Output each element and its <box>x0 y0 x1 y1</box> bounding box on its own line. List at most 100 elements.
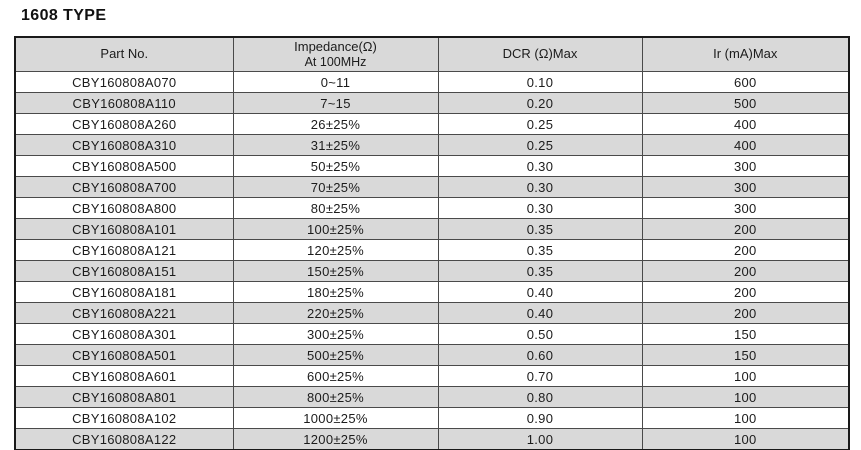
cell-impedance: 300±25% <box>232 323 439 345</box>
cell-ir: 100 <box>641 407 850 429</box>
cell-part-no: CBY160808A260 <box>14 113 234 135</box>
cell-part-no: CBY160808A801 <box>14 386 234 408</box>
cell-ir: 400 <box>641 134 850 156</box>
cell-dcr: 0.35 <box>437 239 643 261</box>
cell-dcr: 0.35 <box>437 218 643 240</box>
cell-dcr: 0.30 <box>437 176 643 198</box>
cell-part-no: CBY160808A500 <box>14 155 234 177</box>
column-header-line1: Impedance(Ω) <box>294 38 377 54</box>
cell-part-no: CBY160808A800 <box>14 197 234 219</box>
spec-table: Part No. Impedance(Ω) At 100MHz DCR (Ω)Max I… <box>14 36 850 450</box>
cell-part-no: CBY160808A101 <box>14 218 234 240</box>
table-row: CBY160808A310 31±25% 0.25 400 <box>14 134 850 156</box>
table-header: Part No. Impedance(Ω) At 100MHz DCR (Ω)Max I… <box>14 36 850 72</box>
cell-dcr: 0.20 <box>437 92 643 114</box>
cell-impedance: 7~15 <box>232 92 439 114</box>
cell-ir: 100 <box>641 428 850 450</box>
header-row: Part No. Impedance(Ω) At 100MHz DCR (Ω)Max I… <box>14 36 850 72</box>
table-row: CBY160808A102 1000±25% 0.90 100 <box>14 407 850 429</box>
cell-dcr: 1.00 <box>437 428 643 450</box>
cell-ir: 150 <box>641 344 850 366</box>
spec-table-container: Part No. Impedance(Ω) At 100MHz DCR (Ω)Max I… <box>14 36 850 450</box>
column-header-line2: At 100MHz <box>304 54 367 69</box>
table-row: CBY160808A121 120±25% 0.35 200 <box>14 239 850 261</box>
column-header-line1: Ir (mA)Max <box>713 46 778 62</box>
cell-dcr: 0.80 <box>437 386 643 408</box>
column-header-ir: Ir (mA)Max <box>641 36 850 72</box>
cell-impedance: 120±25% <box>232 239 439 261</box>
cell-ir: 400 <box>641 113 850 135</box>
cell-ir: 200 <box>641 281 850 303</box>
cell-ir: 300 <box>641 197 850 219</box>
cell-ir: 200 <box>641 239 850 261</box>
cell-dcr: 0.35 <box>437 260 643 282</box>
table-body: CBY160808A070 0~11 0.10 600 CBY160808A110 7~1… <box>14 71 850 450</box>
cell-part-no: CBY160808A122 <box>14 428 234 450</box>
table-row: CBY160808A122 1200±25% 1.00 100 <box>14 428 850 450</box>
table-row: CBY160808A601 600±25% 0.70 100 <box>14 365 850 387</box>
cell-ir: 300 <box>641 155 850 177</box>
table-row: CBY160808A260 26±25% 0.25 400 <box>14 113 850 135</box>
cell-part-no: CBY160808A221 <box>14 302 234 324</box>
cell-dcr: 0.25 <box>437 134 643 156</box>
cell-part-no: CBY160808A181 <box>14 281 234 303</box>
cell-dcr: 0.30 <box>437 197 643 219</box>
cell-part-no: CBY160808A501 <box>14 344 234 366</box>
cell-ir: 200 <box>641 302 850 324</box>
column-header-part-no: Part No. <box>14 36 234 72</box>
cell-ir: 200 <box>641 260 850 282</box>
table-row: CBY160808A801 800±25% 0.80 100 <box>14 386 850 408</box>
cell-part-no: CBY160808A102 <box>14 407 234 429</box>
cell-part-no: CBY160808A121 <box>14 239 234 261</box>
cell-ir: 100 <box>641 365 850 387</box>
cell-dcr: 0.10 <box>437 71 643 93</box>
cell-dcr: 0.40 <box>437 281 643 303</box>
cell-part-no: CBY160808A110 <box>14 92 234 114</box>
table-row: CBY160808A070 0~11 0.10 600 <box>14 71 850 93</box>
cell-ir: 500 <box>641 92 850 114</box>
cell-impedance: 150±25% <box>232 260 439 282</box>
cell-impedance: 500±25% <box>232 344 439 366</box>
column-header-impedance: Impedance(Ω) At 100MHz <box>232 36 439 72</box>
table-row: CBY160808A221 220±25% 0.40 200 <box>14 302 850 324</box>
cell-dcr: 0.90 <box>437 407 643 429</box>
cell-part-no: CBY160808A301 <box>14 323 234 345</box>
cell-impedance: 220±25% <box>232 302 439 324</box>
cell-part-no: CBY160808A310 <box>14 134 234 156</box>
cell-impedance: 600±25% <box>232 365 439 387</box>
cell-impedance: 800±25% <box>232 386 439 408</box>
column-header-line1: DCR (Ω)Max <box>502 46 578 62</box>
cell-impedance: 26±25% <box>232 113 439 135</box>
column-header-dcr: DCR (Ω)Max <box>437 36 643 72</box>
column-header-line1: Part No. <box>100 46 149 62</box>
table-row: CBY160808A110 7~15 0.20 500 <box>14 92 850 114</box>
cell-impedance: 1200±25% <box>232 428 439 450</box>
cell-impedance: 0~11 <box>232 71 439 93</box>
table-row: CBY160808A181 180±25% 0.40 200 <box>14 281 850 303</box>
cell-ir: 100 <box>641 386 850 408</box>
table-row: CBY160808A101 100±25% 0.35 200 <box>14 218 850 240</box>
cell-impedance: 1000±25% <box>232 407 439 429</box>
cell-dcr: 0.70 <box>437 365 643 387</box>
cell-ir: 200 <box>641 218 850 240</box>
cell-ir: 150 <box>641 323 850 345</box>
cell-dcr: 0.30 <box>437 155 643 177</box>
table-row: CBY160808A800 80±25% 0.30 300 <box>14 197 850 219</box>
table-row: CBY160808A151 150±25% 0.35 200 <box>14 260 850 282</box>
cell-dcr: 0.25 <box>437 113 643 135</box>
cell-impedance: 180±25% <box>232 281 439 303</box>
cell-dcr: 0.40 <box>437 302 643 324</box>
table-row: CBY160808A501 500±25% 0.60 150 <box>14 344 850 366</box>
table-row: CBY160808A700 70±25% 0.30 300 <box>14 176 850 198</box>
table-row: CBY160808A301 300±25% 0.50 150 <box>14 323 850 345</box>
cell-part-no: CBY160808A700 <box>14 176 234 198</box>
cell-ir: 300 <box>641 176 850 198</box>
cell-part-no: CBY160808A070 <box>14 71 234 93</box>
cell-impedance: 31±25% <box>232 134 439 156</box>
cell-impedance: 100±25% <box>232 218 439 240</box>
cell-dcr: 0.60 <box>437 344 643 366</box>
cell-impedance: 80±25% <box>232 197 439 219</box>
cell-impedance: 50±25% <box>232 155 439 177</box>
cell-impedance: 70±25% <box>232 176 439 198</box>
